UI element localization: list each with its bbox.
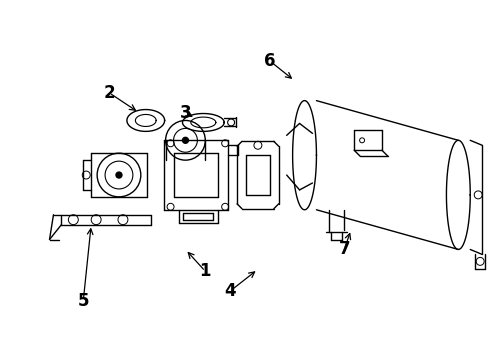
Circle shape [182,137,188,143]
Circle shape [116,172,122,178]
Text: 6: 6 [264,52,275,70]
Text: 5: 5 [77,292,89,310]
Text: 7: 7 [338,240,349,258]
Text: 2: 2 [103,84,115,102]
Text: 4: 4 [224,282,235,300]
Text: 3: 3 [179,104,191,122]
Text: 1: 1 [199,262,211,280]
